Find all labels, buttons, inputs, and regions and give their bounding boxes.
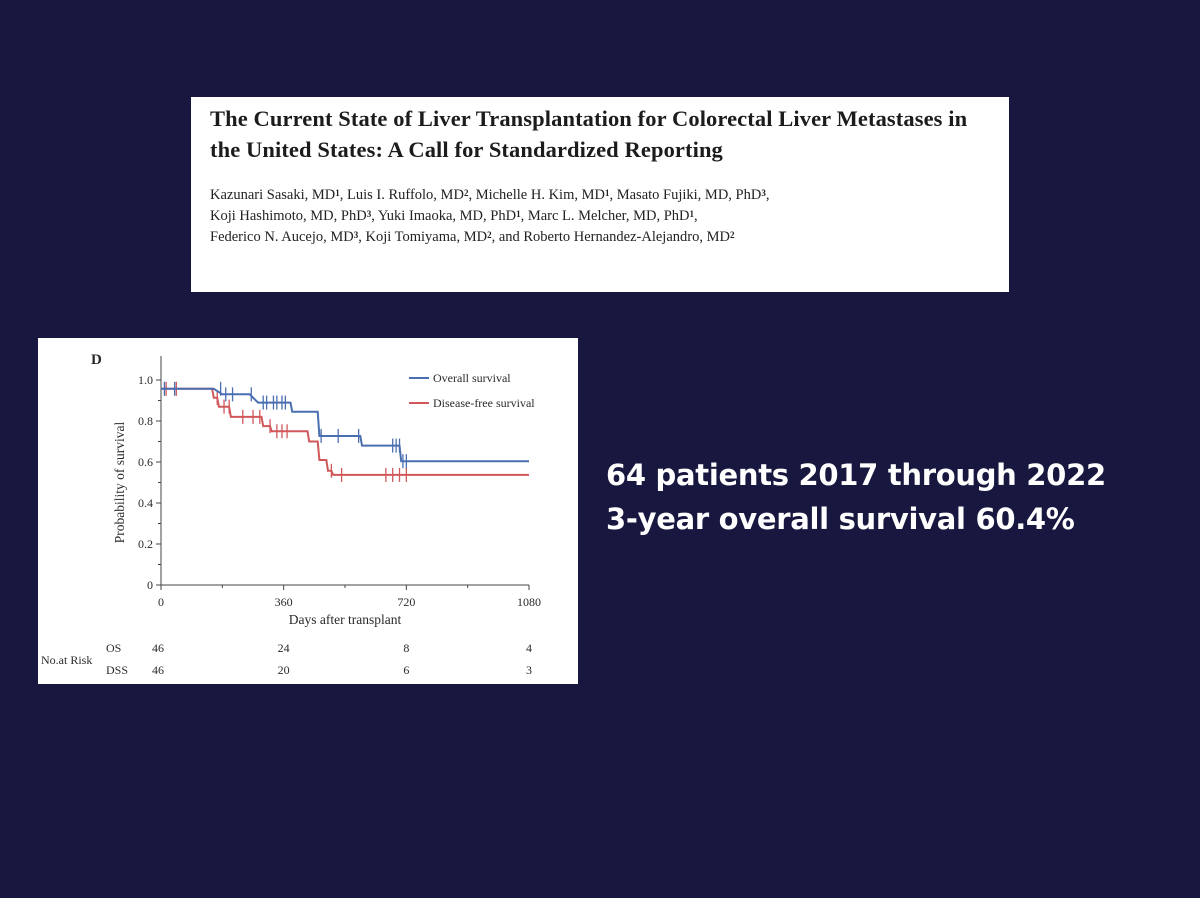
author-affiliation: 1 — [335, 188, 340, 198]
author-name: Kazunari Sasaki, MD — [210, 187, 336, 203]
risk-value: 20 — [278, 663, 290, 677]
risk-value: 46 — [152, 641, 164, 655]
risk-value: 46 — [152, 663, 164, 677]
risk-table-label: No.at Risk — [41, 653, 92, 667]
risk-value: 4 — [526, 641, 532, 655]
risk-row-name: OS — [106, 641, 121, 655]
author-name: Luis I. Ruffolo, MD — [346, 187, 464, 203]
author-name: Federico N. Aucejo, MD — [210, 229, 354, 245]
author-affiliation: 1 — [604, 188, 610, 198]
author-affiliation: 3 — [366, 209, 372, 219]
legend-label: Disease-free survival — [433, 396, 535, 410]
x-tick-label: 720 — [397, 595, 415, 609]
survival-chart-svg: D 0 0.2 0.4 0.6 0.8 1.0 0 360 720 1080 Days after t… — [41, 352, 541, 677]
author-affiliation: 1 — [516, 209, 521, 219]
author-line: Koji Hashimoto, MD, PhD3, Yuki Imaoka, M… — [210, 208, 698, 224]
summary-line-survival: 3-year overall survival 60.4% — [606, 502, 1075, 536]
y-tick-label: 0.6 — [138, 455, 153, 469]
y-tick-label: 0 — [147, 578, 153, 592]
risk-value: 24 — [278, 641, 290, 655]
author-name: Koji Hashimoto, MD, PhD — [210, 208, 367, 224]
author-name: Marc L. Melcher, MD, PhD — [527, 208, 690, 224]
article-header: The Current State of Liver Transplantati… — [191, 97, 1009, 292]
article-title: The Current State of Liver Transplantati… — [210, 106, 968, 162]
author-name: and Roberto Hernandez-Alejandro, MD — [498, 229, 730, 245]
author-affiliation: 3 — [353, 230, 359, 240]
x-axis-label: Days after transplant — [289, 612, 402, 627]
author-name: Michelle H. Kim, MD — [475, 187, 605, 203]
author-name: Yuki Imaoka, MD, PhD — [377, 208, 517, 224]
x-tick-label: 0 — [158, 595, 164, 609]
x-tick-label: 1080 — [517, 595, 541, 609]
risk-value: 6 — [403, 663, 409, 677]
y-tick-label: 0.8 — [138, 414, 153, 428]
x-tick-label: 360 — [275, 595, 293, 609]
author-affiliation: 2 — [463, 188, 469, 198]
legend-label: Overall survival — [433, 371, 511, 385]
y-tick-label: 0.2 — [138, 537, 153, 551]
author-line: Federico N. Aucejo, MD3, Koji Tomiyama, … — [210, 229, 735, 245]
y-tick-label: 1.0 — [138, 373, 153, 387]
summary-line-patients: 64 patients 2017 through 2022 — [606, 458, 1106, 492]
author-list: Kazunari Sasaki, MD1, Luis I. Ruffolo, M… — [210, 185, 993, 248]
author-affiliation: 1 — [689, 209, 695, 219]
panel-label: D — [91, 352, 102, 368]
summary-text: 64 patients 2017 through 2022 3-year ove… — [606, 453, 1166, 541]
author-name: Masato Fujiki, MD, PhD — [616, 187, 762, 203]
author-line: Kazunari Sasaki, MD1, Luis I. Ruffolo, M… — [210, 187, 770, 203]
y-axis-label: Probability of survival — [112, 422, 127, 544]
risk-row-name: DSS — [106, 663, 128, 677]
survival-chart: D 0 0.2 0.4 0.6 0.8 1.0 0 360 720 1080 Days after t… — [38, 338, 578, 684]
author-affiliation: 2 — [487, 230, 492, 240]
author-name: Koji Tomiyama, MD — [365, 229, 488, 245]
author-affiliation: 2 — [729, 230, 735, 240]
author-affiliation: 3 — [761, 188, 766, 198]
y-tick-label: 0.4 — [138, 496, 153, 510]
risk-value: 3 — [526, 663, 532, 677]
risk-value: 8 — [403, 641, 409, 655]
